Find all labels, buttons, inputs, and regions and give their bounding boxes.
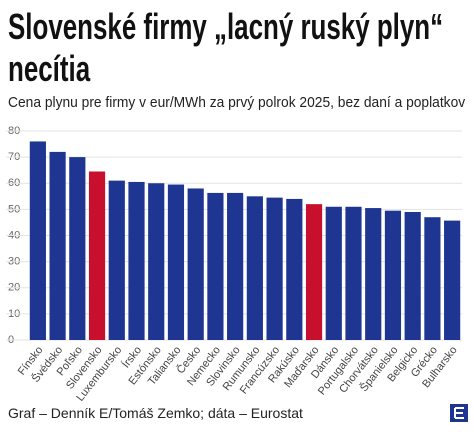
bar	[345, 206, 362, 340]
bar	[227, 192, 244, 340]
bar	[207, 192, 224, 340]
chart-title: Slovenské firmy „lacný ruský plyn“ necít…	[8, 6, 444, 89]
bar	[444, 220, 461, 340]
source: Graf – Denník E/Tomáš Zemko; dáta – Euro…	[8, 405, 303, 421]
bar	[29, 141, 46, 340]
bar	[49, 151, 66, 340]
bar	[246, 196, 263, 340]
bar	[325, 206, 342, 340]
bar	[69, 157, 86, 340]
bar	[108, 180, 125, 340]
logo	[450, 404, 468, 422]
bar	[384, 210, 402, 340]
bar	[167, 184, 185, 340]
bar	[128, 181, 145, 340]
chart-subtitle: Cena plynu pre firmy v eur/MWh za prvý p…	[8, 94, 466, 111]
bar	[187, 188, 204, 340]
bar	[88, 171, 106, 340]
bar	[404, 211, 421, 340]
bar	[148, 183, 165, 340]
bar	[266, 197, 283, 340]
bar	[286, 198, 303, 340]
bar	[424, 217, 441, 340]
bar	[305, 204, 323, 340]
bar	[365, 208, 382, 340]
